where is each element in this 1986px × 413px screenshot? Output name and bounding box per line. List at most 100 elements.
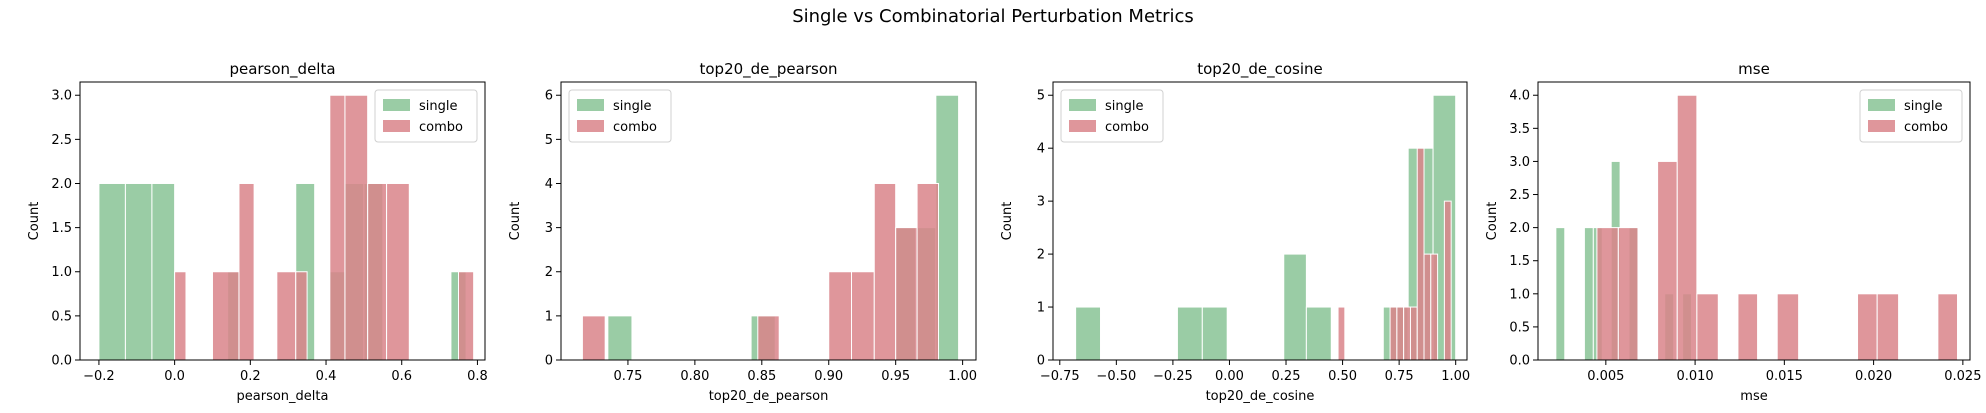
y-tick-label: 5 — [1037, 89, 1045, 104]
single-legend-swatch — [1069, 99, 1096, 111]
x-tick-label: 0.95 — [881, 369, 910, 384]
single-legend-label: single — [1904, 99, 1943, 114]
combo-bar — [295, 271, 308, 361]
combo-bar — [1423, 253, 1432, 361]
x-tick-label: 0.010 — [1676, 369, 1713, 384]
x-tick-label: −0.2 — [83, 369, 115, 384]
combo-bar — [1416, 147, 1425, 361]
single-bar — [1283, 253, 1307, 361]
combo-bar — [1937, 293, 1959, 361]
combo-bar — [344, 94, 369, 361]
chart-panel-1: −0.2 0.0 0.2 0.4 0.6 0.8 0.0 0.5 1.0 1.5 2.0 2.5 3.0… — [27, 60, 488, 404]
combo-bar — [1430, 253, 1439, 361]
x-tick-label: 0.85 — [747, 369, 776, 384]
combo-bar — [851, 271, 875, 361]
axes-frame — [79, 81, 486, 361]
x-tick-label: −0.25 — [1153, 369, 1193, 384]
x-tick-label: 0.2 — [240, 369, 261, 384]
chart-panel-3: −0.75 −0.50 −0.25 0.00 0.25 0.50 0.75 1.00 0 1 2 3 4… — [1000, 60, 1470, 404]
y-axis-label: Count — [27, 202, 42, 241]
combo-bar — [1696, 293, 1719, 361]
combo-legend-label: combo — [1904, 120, 1948, 135]
combo-bar — [1443, 200, 1452, 361]
single-bar — [124, 182, 153, 361]
combo-legend-label: combo — [1105, 120, 1149, 135]
x-tick-label: 0.25 — [1272, 369, 1301, 384]
combo-bar — [1857, 293, 1878, 361]
single-bar — [1555, 227, 1566, 361]
combo-legend-swatch — [1069, 120, 1096, 132]
chart-title: mse — [1738, 60, 1770, 78]
combo-bar — [1389, 306, 1398, 361]
y-tick-label: 2.5 — [51, 133, 72, 148]
combo-bar — [1409, 306, 1418, 361]
x-tick-label: 0.4 — [316, 369, 337, 384]
y-tick-label: 0.0 — [51, 354, 72, 369]
y-tick-label: 0 — [545, 354, 553, 369]
combo-bar — [581, 315, 606, 361]
chart-panel-4: 0.005 0.010 0.015 0.020 0.025 0.0 0.5 1.0 1.5 2.0… — [1485, 60, 1981, 404]
combo-bar — [1657, 160, 1678, 361]
y-tick-label: 1 — [545, 309, 553, 324]
legend: single combo — [568, 89, 672, 143]
single-bar — [151, 182, 176, 361]
x-axis-label: top20_de_pearson — [709, 389, 829, 404]
chart-title: top20_de_cosine — [1197, 60, 1323, 79]
x-tick-label: 0.75 — [1385, 369, 1414, 384]
y-tick-label: 4.0 — [1509, 89, 1530, 104]
y-tick-label: 2.5 — [1509, 188, 1530, 203]
axes-frame — [560, 81, 977, 361]
single-legend-label: single — [419, 99, 458, 114]
x-tick-label: 0.0 — [164, 369, 185, 384]
single-bar — [1176, 306, 1203, 361]
single-legend-swatch — [1868, 99, 1895, 111]
combo-bar — [1676, 94, 1698, 361]
chart-title: top20_de_pearson — [699, 60, 837, 79]
y-tick-label: 1.5 — [1509, 254, 1530, 269]
legend: single combo — [1859, 89, 1963, 143]
y-tick-label: 2 — [545, 265, 553, 280]
x-tick-label: 0.75 — [613, 369, 642, 384]
y-tick-label: 3 — [545, 221, 553, 236]
y-tick-label: 1.5 — [51, 221, 72, 236]
chart-title: pearson_delta — [229, 60, 335, 79]
x-tick-label: 0.90 — [814, 369, 843, 384]
x-axis-label: mse — [1740, 389, 1767, 404]
combo-legend-swatch — [577, 120, 604, 132]
y-tick-label: 1 — [1037, 301, 1045, 316]
combo-legend-label: combo — [613, 120, 657, 135]
x-tick-label: 0.020 — [1855, 369, 1892, 384]
legend: single combo — [374, 89, 478, 143]
x-tick-label: −0.50 — [1096, 369, 1136, 384]
y-tick-label: 3.5 — [1509, 122, 1530, 137]
combo-bar — [367, 182, 388, 361]
single-legend-swatch — [577, 99, 604, 111]
combo-bar — [238, 182, 255, 361]
combo-bar — [895, 227, 918, 361]
single-bar — [1583, 227, 1594, 361]
combo-bar — [211, 271, 240, 361]
x-tick-label: 0.8 — [467, 369, 488, 384]
x-tick-label: 1.00 — [1441, 369, 1470, 384]
x-tick-label: 0.005 — [1587, 369, 1624, 384]
combo-bar — [1396, 306, 1405, 361]
y-axis-label: Count — [1000, 202, 1015, 241]
combo-bar — [329, 94, 346, 361]
combo-legend-swatch — [1868, 120, 1895, 132]
combo-bar — [1337, 306, 1346, 361]
combo-bar — [1596, 227, 1619, 361]
single-bar — [1305, 306, 1332, 361]
single-bar — [607, 315, 633, 361]
y-tick-label: 4 — [1037, 142, 1045, 157]
x-tick-label: 0.6 — [391, 369, 412, 384]
x-axis-label: pearson_delta — [237, 389, 329, 404]
axes-frame — [1052, 81, 1468, 361]
combo-bar — [1403, 306, 1411, 361]
combo-bar — [1876, 293, 1900, 361]
y-tick-label: 2 — [1037, 248, 1045, 263]
combo-bar — [1776, 293, 1800, 361]
combo-bar — [828, 271, 853, 361]
combo-bar — [1737, 293, 1759, 361]
x-tick-label: 0.025 — [1944, 369, 1981, 384]
y-tick-label: 3 — [1037, 195, 1045, 210]
